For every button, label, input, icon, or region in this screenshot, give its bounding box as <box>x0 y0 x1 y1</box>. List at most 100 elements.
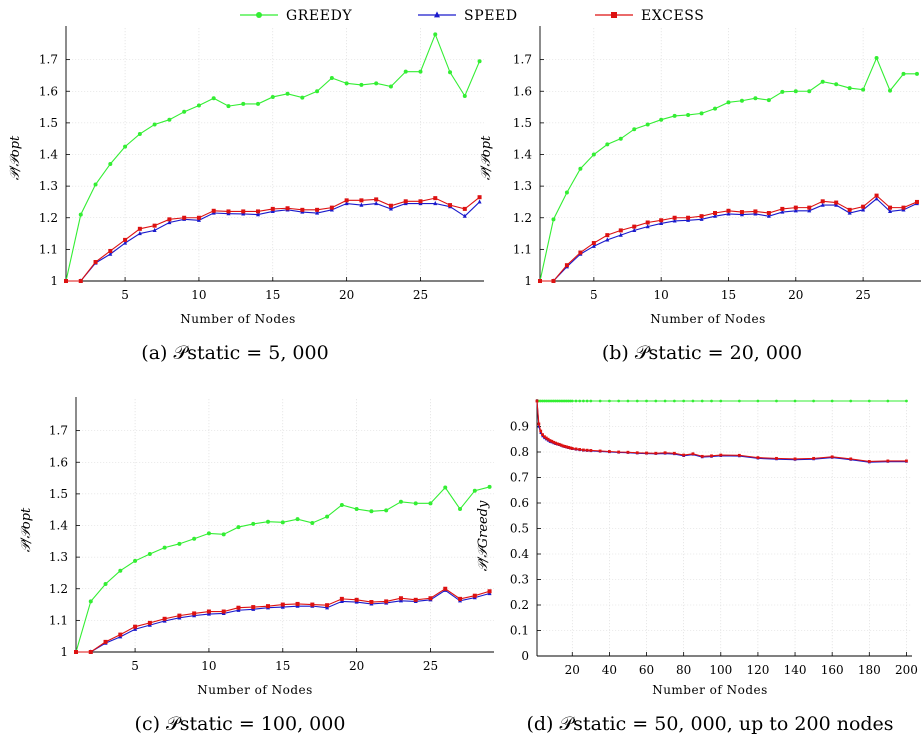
data-point <box>563 444 567 448</box>
caption-a: (a) 𝒫static = 5, 000 <box>141 342 328 364</box>
xlabel-a: Number of Nodes <box>180 312 296 326</box>
legend-marker <box>256 12 262 18</box>
legend-item-greedy: GREEDY <box>240 8 352 24</box>
data-point <box>443 485 448 490</box>
data-point <box>458 507 463 512</box>
data-point <box>137 226 142 231</box>
data-point <box>541 433 544 437</box>
data-point <box>354 597 359 602</box>
data-point <box>280 602 285 607</box>
series-greedy <box>64 32 482 283</box>
data-point <box>177 541 182 546</box>
data-point <box>766 211 771 216</box>
y-tick-label: 1.2 <box>513 211 532 225</box>
data-point <box>472 593 477 598</box>
data-point <box>874 56 879 61</box>
data-point <box>672 399 676 403</box>
data-point <box>256 209 261 214</box>
data-point <box>182 215 187 220</box>
data-point <box>737 399 741 403</box>
data-point <box>458 596 463 601</box>
series-greedy <box>535 399 908 403</box>
data-point <box>241 101 246 106</box>
data-point <box>849 399 853 403</box>
data-point <box>206 531 211 536</box>
panel-d: (d) 𝒫static = 50, 000, up to 200 nodes N… <box>476 399 918 735</box>
data-point <box>477 59 482 64</box>
data-point <box>388 206 393 211</box>
caption-d: (d) 𝒫static = 50, 000, up to 200 nodes <box>526 713 893 735</box>
data-point <box>914 71 919 76</box>
y-tick-label: 1.2 <box>49 582 68 596</box>
data-point <box>544 436 548 440</box>
y-tick-label: 1.1 <box>49 613 68 627</box>
data-point <box>418 69 423 74</box>
data-point <box>270 206 275 211</box>
data-point <box>551 217 556 222</box>
data-point <box>578 166 583 171</box>
legend-label: SPEED <box>464 8 518 24</box>
data-point <box>280 604 285 609</box>
data-point <box>300 207 305 212</box>
data-point <box>103 639 108 644</box>
data-point <box>905 459 908 463</box>
x-tick-label: 200 <box>895 663 918 677</box>
data-point <box>359 202 364 207</box>
data-point <box>167 117 172 122</box>
data-point <box>901 71 906 76</box>
data-point <box>177 613 182 618</box>
data-point <box>713 211 718 216</box>
data-point <box>384 599 389 604</box>
data-point <box>654 399 658 403</box>
data-point <box>888 208 893 214</box>
y-tick-label: 1.5 <box>49 487 68 501</box>
data-point <box>739 211 744 217</box>
data-point <box>663 399 667 403</box>
data-point <box>428 501 433 506</box>
y-tick-label: 0.1 <box>510 624 529 638</box>
data-point <box>632 224 637 229</box>
panel-c: (c) 𝒫static = 100, 000 Number of Nodes 𝒫… <box>19 397 494 735</box>
data-point <box>578 250 583 255</box>
y-tick-label: 1.7 <box>49 424 68 438</box>
data-point <box>874 193 879 198</box>
data-point <box>462 93 467 98</box>
data-point <box>570 447 574 450</box>
x-tick-label: 25 <box>423 659 438 673</box>
data-point <box>537 422 541 426</box>
y-tick-label: 0.6 <box>510 496 529 510</box>
data-point <box>793 208 798 213</box>
data-point <box>147 620 152 625</box>
data-point <box>726 211 731 216</box>
data-point <box>192 611 197 616</box>
xlabel-b: Number of Nodes <box>650 312 766 326</box>
y-tick-label: 0.2 <box>510 598 529 612</box>
data-point <box>570 399 574 403</box>
data-point <box>251 521 256 526</box>
data-point <box>196 103 201 108</box>
y-tick-label: 1.1 <box>39 242 58 256</box>
data-point <box>849 457 853 461</box>
data-point <box>167 217 172 222</box>
data-point <box>793 399 797 403</box>
data-point <box>574 447 578 451</box>
data-point <box>354 507 359 512</box>
data-point <box>241 209 246 214</box>
data-point <box>270 94 275 99</box>
data-point <box>413 501 418 506</box>
data-point <box>133 626 138 631</box>
data-point <box>123 144 128 149</box>
y-tick-label: 1.7 <box>39 53 58 67</box>
data-point <box>554 441 557 445</box>
data-point <box>888 88 893 93</box>
data-point <box>88 650 93 654</box>
data-point <box>567 446 570 449</box>
data-point <box>539 429 543 433</box>
data-point <box>448 70 453 75</box>
data-point <box>206 609 211 614</box>
data-point <box>546 437 550 441</box>
data-point <box>543 435 546 439</box>
xlabel-d: Number of Nodes <box>652 683 768 697</box>
data-point <box>766 213 771 218</box>
